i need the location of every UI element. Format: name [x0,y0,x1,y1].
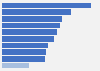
Bar [2,16,62,22]
Bar [2,63,29,68]
Bar [2,43,48,48]
Bar [2,56,45,62]
Bar [2,36,54,42]
Bar [2,23,60,28]
Bar [2,9,71,15]
Bar [2,49,46,55]
Bar [2,3,91,8]
Bar [2,29,57,35]
